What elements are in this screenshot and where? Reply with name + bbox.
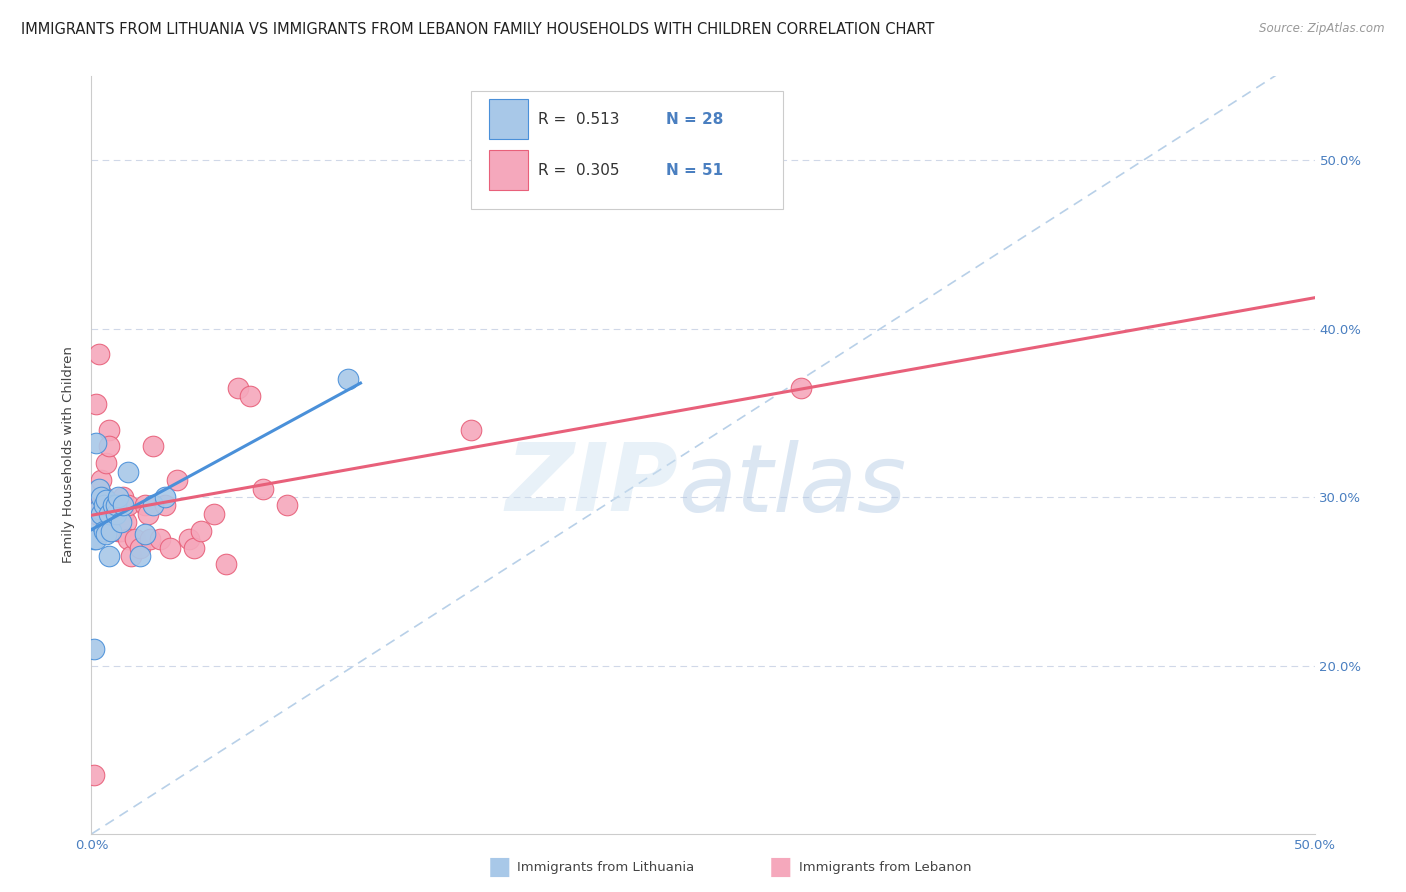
Point (110, 524, 132, 538)
Point (100, 524, 122, 538)
Point (97, 440, 120, 454)
Point (94, 516, 117, 530)
Point (104, 516, 127, 530)
Point (114, 516, 136, 530)
Point (215, 558, 238, 572)
Point (100, 507, 122, 521)
Text: atlas: atlas (679, 440, 907, 531)
Y-axis label: Family Households with Children: Family Households with Children (62, 346, 76, 564)
Point (112, 507, 135, 521)
Point (84, 436, 107, 450)
Point (94, 493, 117, 508)
Point (90, 507, 112, 521)
Point (87, 482, 110, 496)
Point (87, 347, 110, 361)
Point (117, 499, 139, 513)
Point (103, 499, 125, 513)
Point (117, 532, 139, 546)
Point (159, 541, 181, 555)
Point (252, 482, 274, 496)
Point (129, 541, 152, 555)
Point (202, 507, 225, 521)
Point (460, 423, 482, 437)
Point (153, 490, 176, 504)
Point (141, 499, 163, 513)
Point (87, 516, 110, 530)
Text: R =  0.513: R = 0.513 (538, 112, 620, 127)
Point (190, 524, 212, 538)
Point (90, 490, 112, 504)
Point (83, 532, 105, 546)
Point (179, 532, 201, 546)
Text: Immigrants from Lebanon: Immigrants from Lebanon (799, 861, 972, 873)
Point (790, 380, 813, 394)
Point (117, 465, 139, 479)
Point (100, 524, 122, 538)
Point (110, 499, 132, 513)
Point (84, 397, 107, 411)
Point (183, 541, 205, 555)
Point (134, 499, 156, 513)
Point (83, 499, 105, 513)
Point (239, 389, 262, 403)
Text: Immigrants from Lithuania: Immigrants from Lithuania (517, 861, 695, 873)
Point (149, 532, 172, 546)
Text: N = 51: N = 51 (666, 163, 724, 178)
FancyBboxPatch shape (489, 150, 529, 189)
Point (104, 499, 127, 513)
Point (83, 641, 105, 656)
Point (87, 499, 110, 513)
Point (93, 524, 115, 538)
Point (226, 380, 249, 394)
Point (84, 532, 107, 546)
Point (141, 440, 163, 454)
Point (129, 549, 152, 563)
Text: ■: ■ (488, 855, 510, 879)
Text: R =  0.305: R = 0.305 (538, 163, 620, 178)
Point (97, 549, 120, 563)
Point (90, 499, 112, 513)
Point (153, 499, 176, 513)
Point (276, 499, 298, 513)
Text: N = 28: N = 28 (666, 112, 724, 127)
Point (87, 501, 110, 516)
Text: IMMIGRANTS FROM LITHUANIA VS IMMIGRANTS FROM LEBANON FAMILY HOUSEHOLDS WITH CHIL: IMMIGRANTS FROM LITHUANIA VS IMMIGRANTS … (21, 22, 935, 37)
Text: ■: ■ (769, 855, 792, 879)
Text: ZIP: ZIP (506, 439, 679, 532)
Point (94, 527, 117, 541)
Point (120, 549, 142, 563)
Point (166, 473, 188, 487)
Point (90, 473, 112, 487)
Point (83, 768, 105, 782)
Point (94, 456, 117, 470)
Point (93, 490, 115, 504)
Point (337, 372, 360, 386)
Point (93, 499, 115, 513)
Point (112, 490, 135, 504)
Point (104, 499, 127, 513)
FancyBboxPatch shape (489, 99, 529, 139)
Point (87, 482, 110, 496)
FancyBboxPatch shape (471, 91, 783, 209)
Point (103, 499, 125, 513)
Point (104, 507, 127, 521)
Point (124, 532, 146, 546)
Point (94, 516, 117, 530)
Point (110, 516, 132, 530)
Point (84, 507, 107, 521)
Point (139, 532, 162, 546)
Point (93, 499, 115, 513)
Point (134, 527, 156, 541)
Point (97, 507, 120, 521)
Text: Source: ZipAtlas.com: Source: ZipAtlas.com (1260, 22, 1385, 36)
Point (107, 524, 129, 538)
Point (107, 490, 129, 504)
Point (97, 423, 120, 437)
Point (136, 507, 159, 521)
Point (112, 499, 135, 513)
